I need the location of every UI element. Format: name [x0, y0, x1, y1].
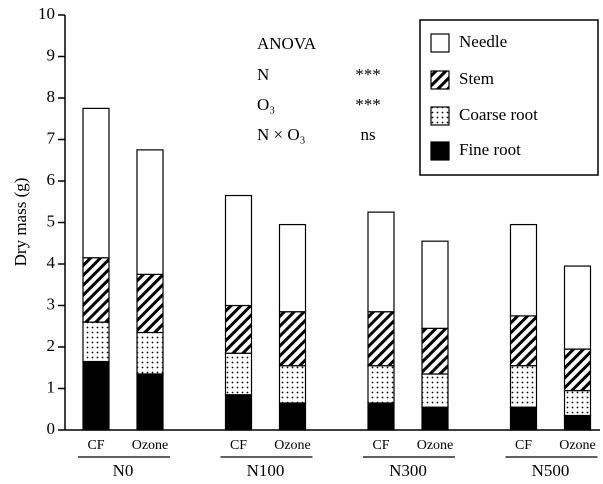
x-tick-label: CF	[515, 438, 532, 453]
bar-segment	[278, 311, 307, 367]
bar-segment	[136, 373, 164, 431]
bar-segment	[82, 360, 110, 431]
annotation-term: N × O₃	[257, 125, 306, 144]
bar-segment	[367, 365, 395, 404]
annotation-sig: ns	[360, 125, 375, 144]
annotation-term: O₃	[257, 95, 275, 114]
bar-segment	[563, 265, 592, 350]
x-tick-label: Ozone	[132, 438, 169, 453]
legend-label: Needle	[459, 32, 507, 51]
annotation-title: ANOVA	[257, 34, 317, 53]
bar-segment	[421, 406, 449, 431]
x-tick-label: Ozone	[274, 438, 311, 453]
bar-segment	[563, 414, 592, 431]
y-tick-label: 4	[47, 253, 56, 272]
bar-segment	[563, 348, 592, 392]
y-tick-label: 5	[47, 211, 56, 230]
group-label: N100	[247, 461, 285, 480]
legend-label: Coarse root	[459, 105, 538, 124]
bar-segment	[278, 402, 307, 431]
bar-segment	[509, 365, 538, 408]
x-tick-label: CF	[372, 438, 389, 453]
y-tick-label: 9	[47, 45, 56, 64]
y-axis-label: Dry mass (g)	[11, 178, 30, 267]
bar-segment	[136, 149, 164, 275]
y-tick-label: 6	[47, 170, 56, 189]
bar-segment	[136, 331, 164, 375]
bar-segment	[509, 315, 538, 367]
bar-segment	[509, 406, 538, 431]
bar-segment	[136, 273, 164, 334]
y-tick-label: 10	[38, 4, 55, 23]
annotation-sig: ***	[355, 65, 381, 84]
bar-segment	[224, 194, 253, 307]
bar-segment	[224, 394, 253, 431]
group-label: N300	[389, 461, 427, 480]
legend-swatch	[430, 70, 450, 90]
y-tick-label: 7	[47, 128, 56, 147]
bar-segment	[224, 304, 253, 354]
bar-segment	[367, 211, 395, 313]
bar-segment	[509, 223, 538, 317]
bar-segment	[224, 352, 253, 396]
bar-segment	[82, 257, 110, 323]
bar-segment	[421, 327, 449, 375]
annotation-sig: ***	[355, 95, 381, 114]
bar-segment	[421, 373, 449, 408]
x-tick-label: Ozone	[559, 438, 596, 453]
bar-segment	[421, 240, 449, 329]
annotation-term: N	[257, 65, 269, 84]
y-tick-label: 0	[47, 419, 56, 438]
y-tick-label: 8	[47, 87, 56, 106]
y-tick-label: 3	[47, 294, 56, 313]
bar-segment	[82, 107, 110, 259]
legend-label: Stem	[459, 69, 494, 88]
legend-swatch	[430, 141, 450, 161]
bar-segment	[367, 402, 395, 431]
x-tick-label: Ozone	[417, 438, 454, 453]
legend	[419, 19, 599, 176]
bar-segment	[367, 311, 395, 367]
legend-swatch	[430, 106, 450, 126]
group-label: N0	[113, 461, 134, 480]
bar-segment	[82, 321, 110, 363]
bar-segment	[563, 389, 592, 417]
legend-swatch	[430, 33, 450, 53]
x-tick-label: CF	[87, 438, 104, 453]
x-tick-label: CF	[230, 438, 247, 453]
y-tick-label: 2	[47, 336, 56, 355]
bar-segment	[278, 223, 307, 313]
group-label: N500	[532, 461, 570, 480]
y-tick-label: 1	[47, 377, 56, 396]
bar-segment	[278, 365, 307, 404]
legend-label: Fine root	[459, 140, 521, 159]
